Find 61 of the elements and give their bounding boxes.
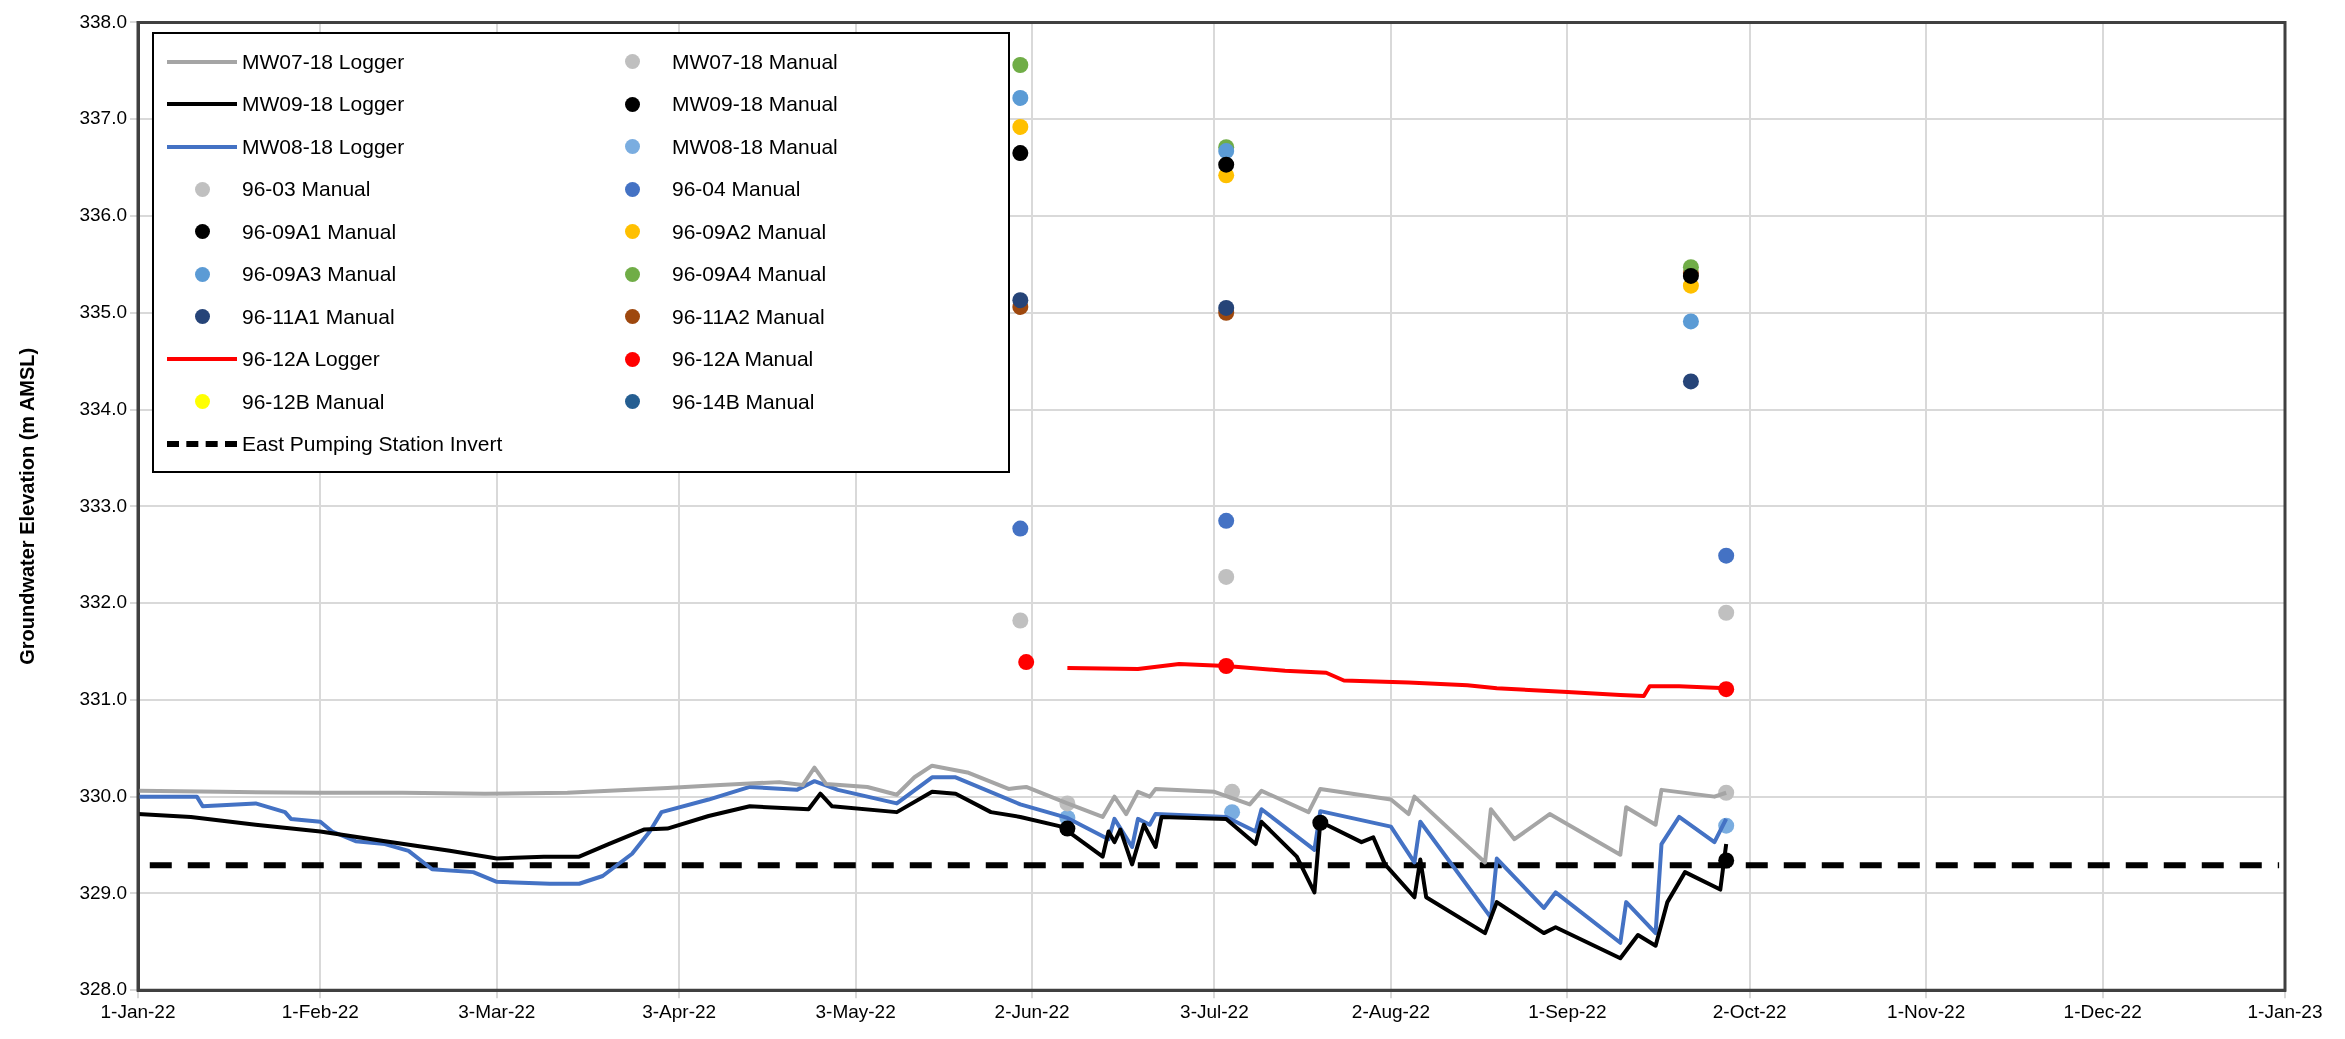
legend-label: MW08-18 Logger bbox=[242, 134, 405, 159]
legend-label: MW09-18 Logger bbox=[242, 92, 405, 117]
legend-label: 96-09A1 Manual bbox=[242, 219, 397, 244]
point bbox=[1218, 512, 1235, 529]
y-tick-label: 328.0 bbox=[79, 978, 127, 1000]
legend-label: 96-11A1 Manual bbox=[242, 304, 395, 329]
x-tick-label: 2-Oct-22 bbox=[1712, 1000, 1787, 1022]
legend-label: MW07-18 Logger bbox=[242, 49, 405, 74]
point bbox=[1012, 292, 1029, 309]
y-tick-label: 338.0 bbox=[79, 10, 127, 32]
legend-label: 96-09A3 Manual bbox=[242, 262, 397, 287]
legend-label: 96-03 Manual bbox=[242, 177, 371, 202]
legend-label: MW08-18 Manual bbox=[672, 134, 838, 159]
legend-label: 96-14B Manual bbox=[672, 389, 815, 414]
legend-label: MW07-18 Manual bbox=[672, 49, 838, 74]
y-axis-title: Groundwater Elevation (m AMSL) bbox=[15, 347, 38, 665]
point bbox=[1018, 654, 1035, 671]
legend-label: 96-12A Logger bbox=[242, 347, 380, 372]
x-tick-label: 1-Jan-22 bbox=[100, 1000, 176, 1022]
x-tick-label: 3-Mar-22 bbox=[458, 1000, 536, 1022]
point bbox=[1012, 118, 1029, 135]
point bbox=[1012, 520, 1029, 537]
y-tick-label: 333.0 bbox=[79, 494, 127, 516]
point bbox=[1718, 547, 1735, 564]
y-tick-label: 330.0 bbox=[79, 784, 127, 806]
y-tick-label: 337.0 bbox=[79, 107, 127, 129]
y-tick-label: 335.0 bbox=[79, 300, 127, 322]
x-tick-label: 1-Feb-22 bbox=[281, 1000, 359, 1022]
legend-label: 96-12B Manual bbox=[242, 389, 385, 414]
y-tick-label: 334.0 bbox=[79, 397, 127, 419]
legend-label: East Pumping Station Invert bbox=[242, 432, 503, 457]
point bbox=[1012, 145, 1029, 162]
point bbox=[1012, 89, 1029, 106]
point bbox=[1012, 56, 1029, 73]
legend-label: 96-12A Manual bbox=[672, 347, 814, 372]
y-tick-label: 329.0 bbox=[79, 881, 127, 903]
x-tick-label: 1-Dec-22 bbox=[2063, 1000, 2142, 1022]
x-tick-label: 3-Jul-22 bbox=[1180, 1000, 1249, 1022]
point bbox=[1682, 373, 1699, 390]
legend-label: 96-04 Manual bbox=[672, 177, 801, 202]
point bbox=[1012, 612, 1029, 629]
point bbox=[1682, 313, 1699, 330]
legend-label: 96-09A4 Manual bbox=[672, 262, 827, 287]
x-tick-label: 2-Jun-22 bbox=[994, 1000, 1070, 1022]
legend-label: 96-11A2 Manual bbox=[672, 304, 825, 329]
y-tick-label: 336.0 bbox=[79, 204, 127, 226]
x-tick-label: 2-Aug-22 bbox=[1351, 1000, 1430, 1022]
point bbox=[1218, 156, 1235, 173]
point bbox=[1218, 143, 1235, 160]
legend-label: MW09-18 Manual bbox=[672, 92, 838, 117]
x-tick-label: 1-Nov-22 bbox=[1887, 1000, 1966, 1022]
legend-label: 96-09A2 Manual bbox=[672, 219, 827, 244]
y-tick-label: 332.0 bbox=[79, 591, 127, 613]
point bbox=[1218, 299, 1235, 316]
point bbox=[1718, 604, 1735, 621]
x-tick-label: 3-May-22 bbox=[815, 1000, 896, 1022]
x-tick-label: 3-Apr-22 bbox=[642, 1000, 717, 1022]
x-tick-label: 1-Sep-22 bbox=[1528, 1000, 1607, 1022]
y-tick-label: 331.0 bbox=[79, 688, 127, 710]
point bbox=[1218, 568, 1235, 585]
x-tick-label: 1-Jan-23 bbox=[2247, 1000, 2323, 1022]
